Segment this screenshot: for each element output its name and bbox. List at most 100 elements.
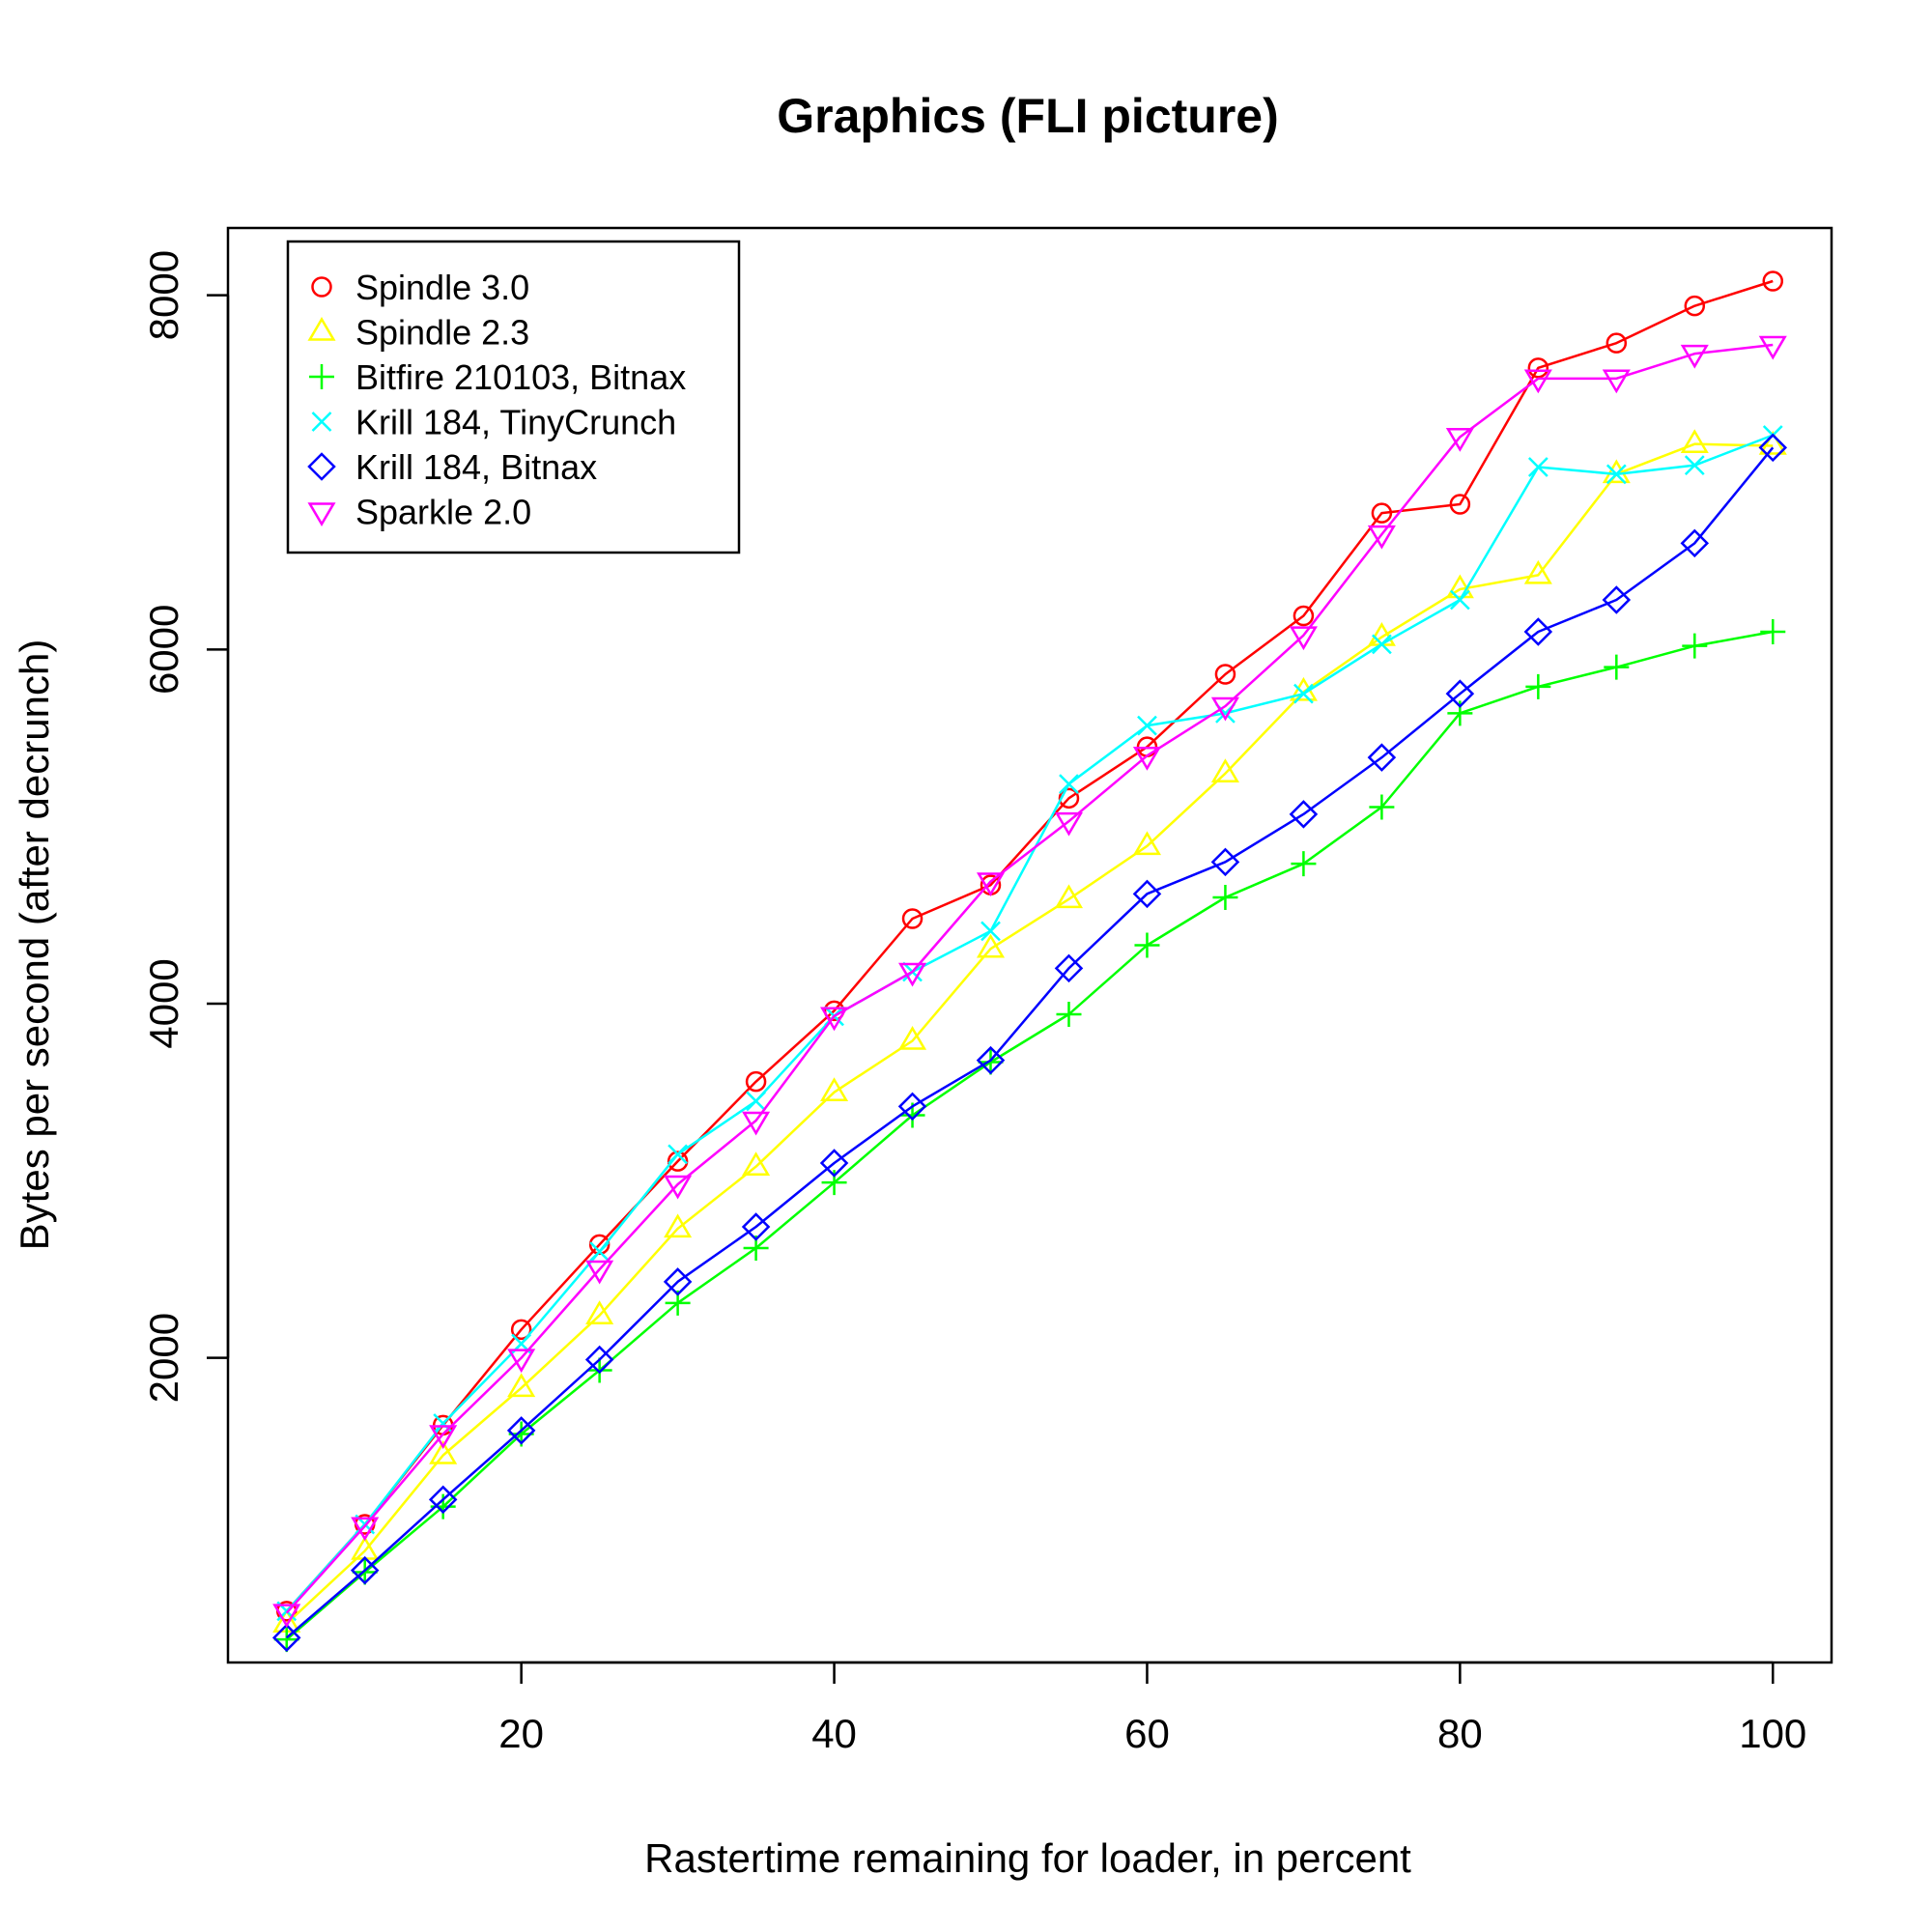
- data-point: [585, 1260, 614, 1285]
- legend-item: Spindle 3.0: [311, 268, 529, 307]
- data-point: [664, 1213, 693, 1238]
- data-point: [819, 1149, 849, 1178]
- series-line: [285, 442, 1774, 1625]
- x-tick-label: 20: [498, 1711, 544, 1756]
- data-point: [1602, 585, 1632, 614]
- data-point: [1134, 932, 1160, 958]
- data-point: [976, 872, 1006, 896]
- data-point: [1527, 357, 1549, 379]
- data-point: [1367, 743, 1397, 772]
- data-point: [1523, 559, 1552, 584]
- legend-marker: [307, 502, 336, 526]
- data-point: [663, 1267, 693, 1296]
- data-point: [1214, 664, 1236, 685]
- data-point: [428, 1485, 458, 1515]
- data-point: [897, 1092, 927, 1122]
- series-4: [276, 425, 1783, 1622]
- data-point: [350, 1555, 380, 1585]
- data-point: [1445, 574, 1474, 599]
- data-point: [976, 1045, 1006, 1075]
- y-tick-label: 6000: [141, 605, 186, 695]
- data-point: [271, 1623, 301, 1653]
- data-point: [1758, 431, 1787, 455]
- data-point: [1289, 800, 1319, 829]
- data-point: [1758, 335, 1787, 360]
- series-layer: [271, 270, 1788, 1653]
- series-line: [285, 446, 1775, 1639]
- data-point: [1058, 787, 1080, 810]
- x-tick-label: 100: [1739, 1711, 1806, 1756]
- series-line: [285, 434, 1774, 1612]
- data-point: [1682, 633, 1708, 659]
- chart-title: Graphics (FLI picture): [777, 89, 1279, 143]
- data-point: [272, 1604, 301, 1629]
- data-point: [429, 1425, 458, 1449]
- data-point: [1054, 811, 1084, 837]
- data-point: [1291, 851, 1317, 877]
- data-point: [820, 1077, 849, 1101]
- x-axis: 20 40 60 80 100: [498, 1661, 1806, 1756]
- data-point: [742, 1111, 771, 1136]
- data-point: [588, 1234, 611, 1256]
- data-point: [664, 1175, 693, 1200]
- data-point: [1762, 270, 1784, 292]
- y-tick-label: 2000: [141, 1313, 186, 1403]
- series-2: [272, 429, 1787, 1633]
- data-point: [1210, 696, 1239, 722]
- data-point: [584, 1345, 614, 1375]
- data-point: [1445, 679, 1475, 708]
- data-point: [1369, 794, 1395, 820]
- legend-box: [286, 240, 741, 554]
- data-point: [1527, 457, 1548, 477]
- legend-label: Krill 184, TinyCrunch: [355, 403, 676, 442]
- data-point: [1059, 774, 1079, 795]
- data-point: [1054, 884, 1084, 909]
- data-point: [745, 1070, 767, 1093]
- data-point: [1367, 525, 1396, 550]
- data-point: [1680, 528, 1710, 558]
- series-line: [285, 279, 1774, 1612]
- data-point: [507, 1373, 536, 1398]
- data-point: [1523, 617, 1553, 646]
- data-point: [901, 908, 923, 929]
- data-point: [1210, 758, 1239, 782]
- data-point: [980, 921, 1001, 942]
- data-point: [820, 1007, 849, 1032]
- series-5: [271, 433, 1788, 1653]
- y-tick-label: 4000: [141, 958, 186, 1048]
- data-point: [1604, 654, 1630, 680]
- data-point: [898, 962, 927, 987]
- data-point: [1056, 1002, 1082, 1027]
- series-3: [273, 619, 1786, 1653]
- data-point: [352, 1559, 378, 1585]
- x-axis-label: Rastertime remaining for loader, in perc…: [644, 1835, 1411, 1881]
- data-point: [667, 1151, 689, 1172]
- legend-marker: [309, 364, 334, 389]
- data-point: [1445, 428, 1474, 452]
- data-point: [1525, 673, 1551, 699]
- legend-label: Krill 184, Bitnax: [355, 447, 597, 487]
- data-point: [1449, 589, 1470, 611]
- legend-label: Spindle 3.0: [355, 268, 529, 307]
- data-point: [1449, 494, 1471, 515]
- legend-label: Sparkle 2.0: [355, 493, 531, 532]
- data-point: [1289, 626, 1318, 651]
- data-point: [1293, 683, 1314, 704]
- series-line: [285, 630, 1774, 1641]
- data-point: [273, 1627, 299, 1653]
- data-point: [1605, 464, 1627, 485]
- data-point: [1602, 459, 1631, 484]
- legend-item: Bitfire 210103, Bitnax: [309, 357, 686, 397]
- data-point: [1293, 605, 1315, 627]
- data-point: [742, 1151, 771, 1176]
- data-point: [586, 1357, 612, 1383]
- legend-item: Sparkle 2.0: [307, 493, 531, 532]
- data-point: [746, 1091, 766, 1112]
- data-point: [1137, 715, 1157, 736]
- data-point: [1212, 885, 1238, 910]
- data-point: [351, 1517, 380, 1542]
- data-point: [429, 1440, 458, 1464]
- data-point: [585, 1300, 614, 1324]
